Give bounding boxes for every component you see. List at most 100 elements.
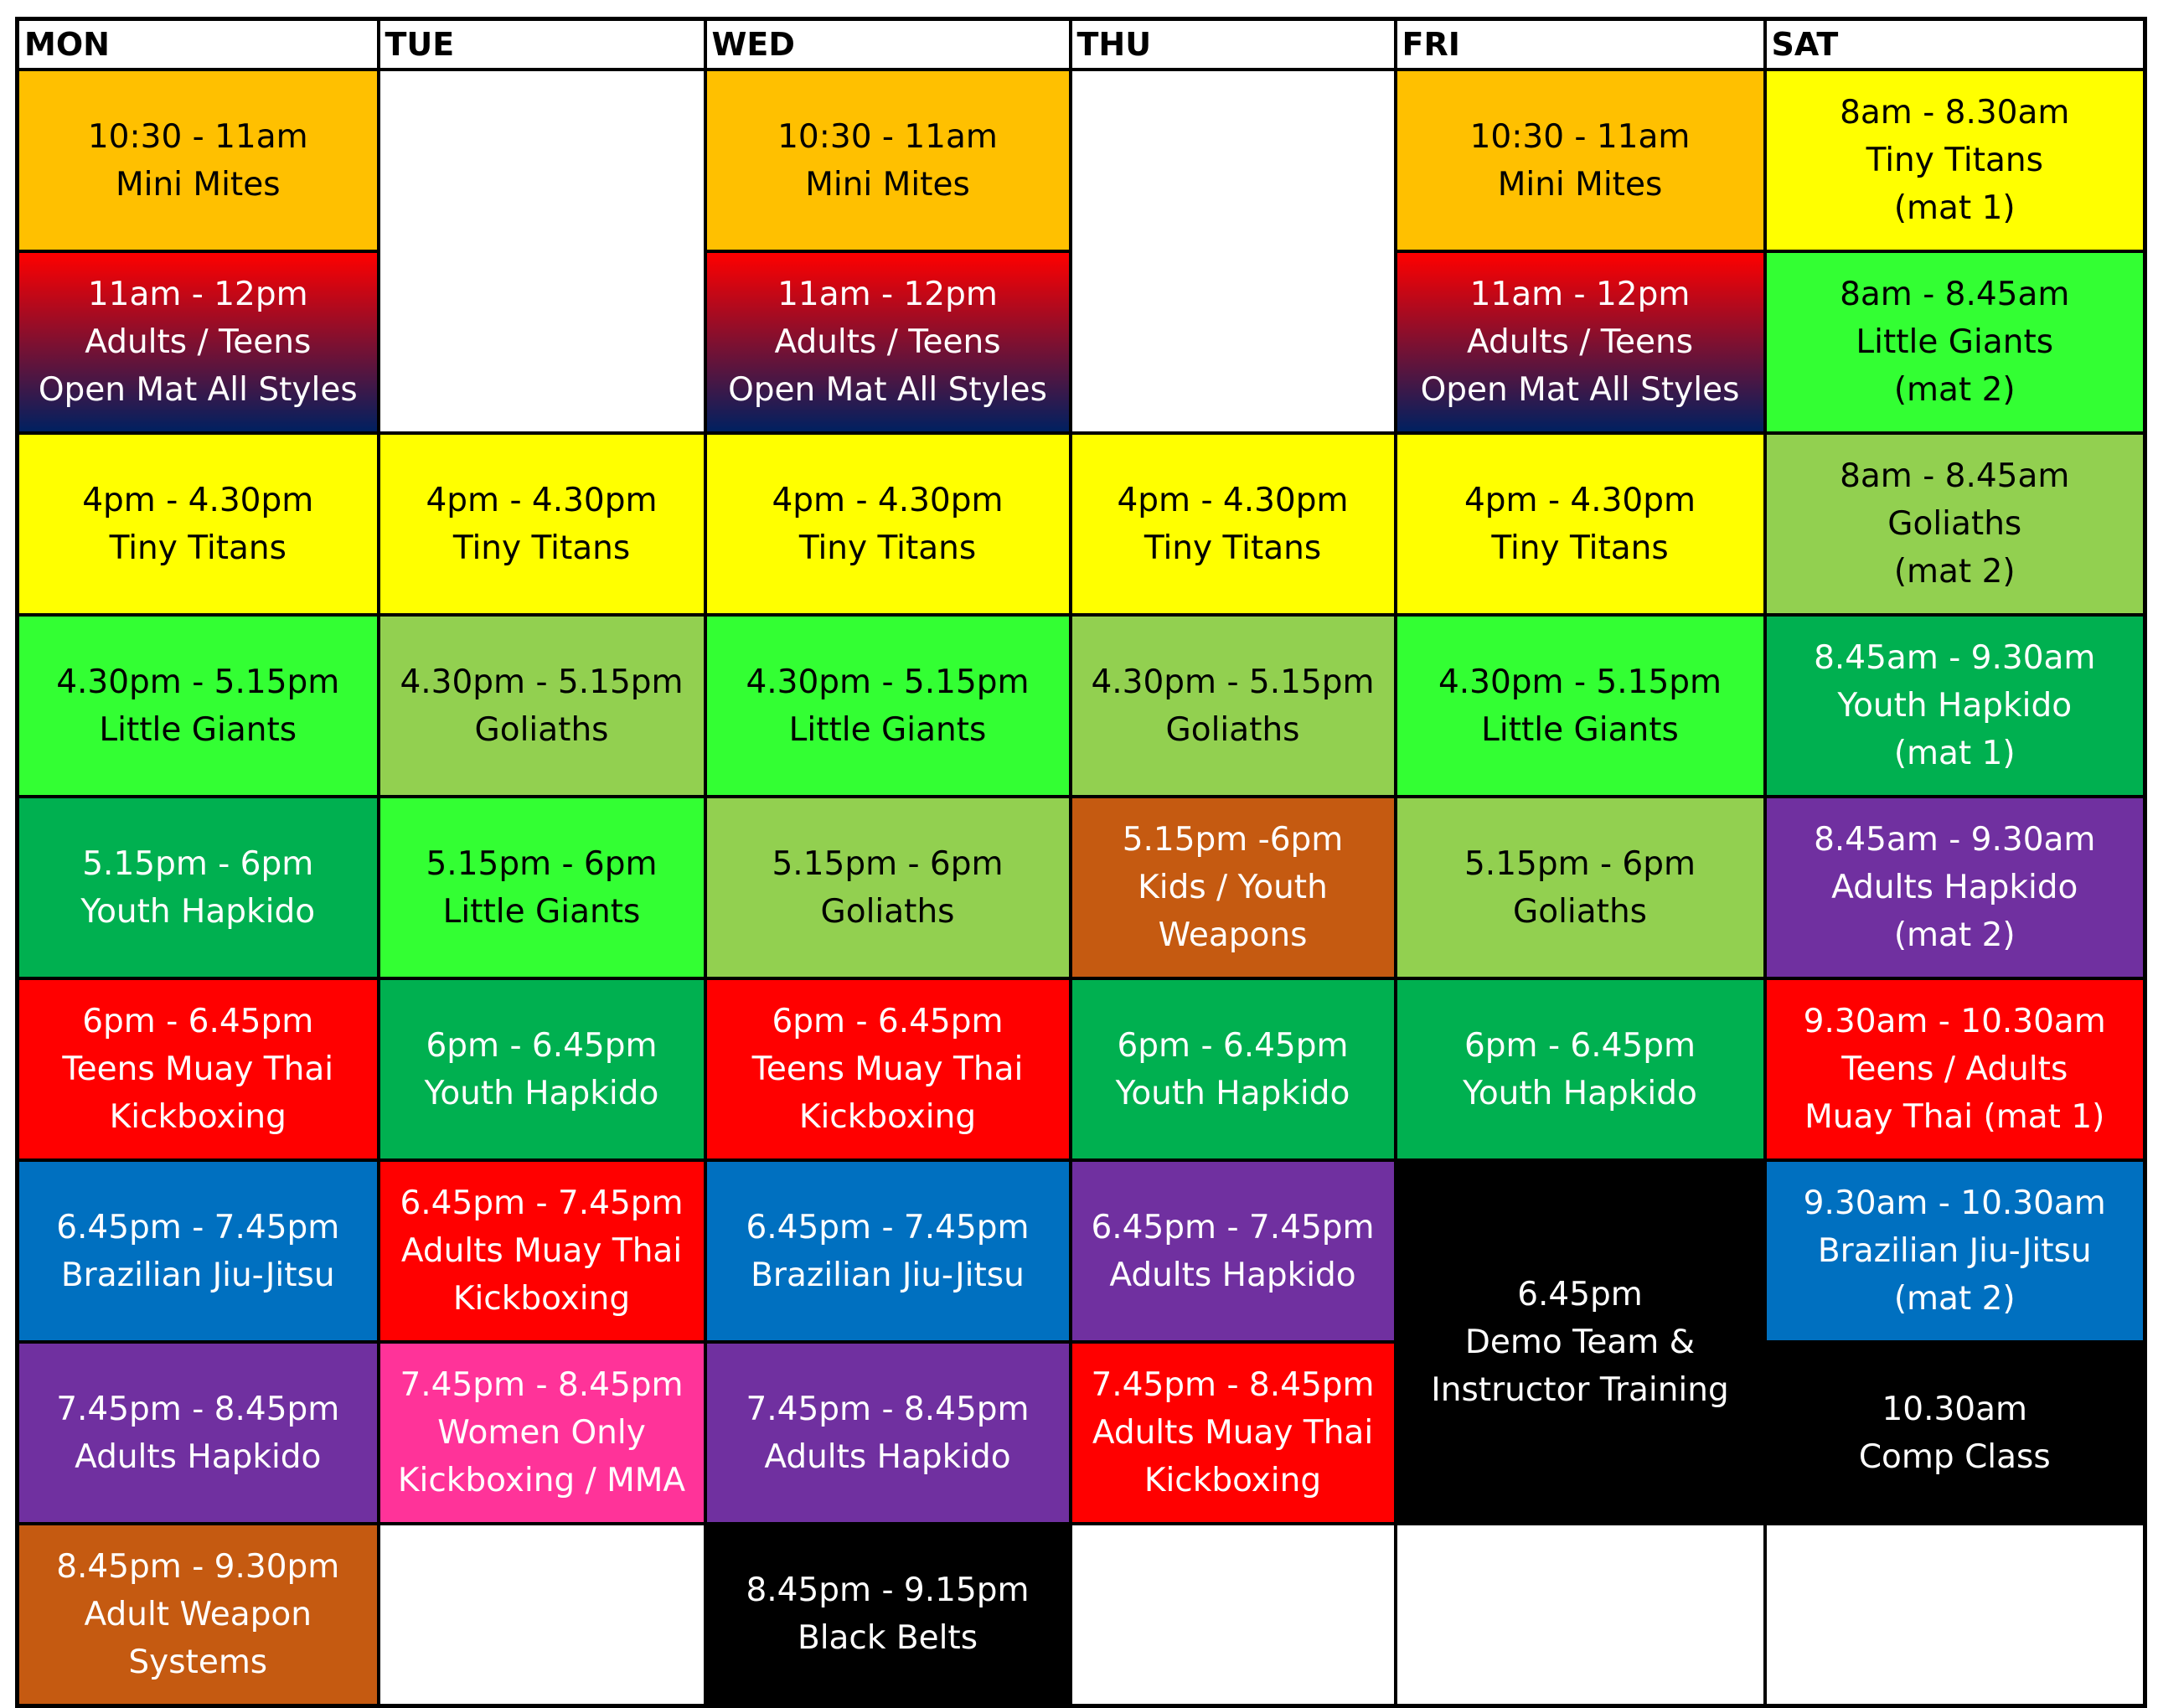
class-name: Mini Mites bbox=[115, 165, 281, 204]
class-name: Adults Hapkido bbox=[1831, 869, 2078, 906]
class-name: Brazilian Jiu-Jitsu bbox=[60, 1256, 335, 1294]
class-name: Systems bbox=[128, 1643, 268, 1681]
class-time: 7.45pm - 8.45pm bbox=[56, 1390, 340, 1428]
class-name: Teens Muay Thai bbox=[751, 1050, 1024, 1088]
class-time: 5.15pm - 6pm bbox=[1464, 844, 1696, 883]
timetable-row: 10:30 - 11am Mini Mites 10:30 - 11am Mini M… bbox=[15, 68, 2147, 435]
class-slot-thu: 4.30pm - 5.15pm Goliaths bbox=[1068, 613, 1397, 798]
class-timetable: MON TUE WED THU FRI SAT 10:30 - 11am Mini… bbox=[15, 17, 2147, 1708]
class-name: Youth Hapkido bbox=[1463, 1074, 1697, 1112]
class-name: Goliaths bbox=[474, 710, 609, 749]
class-slot-tue: 6pm - 6.45pm Youth Hapkido bbox=[376, 977, 707, 1162]
class-slot-sat: 8.45am - 9.30am Adults Hapkido (mat 2) bbox=[1763, 795, 2147, 980]
class-name: Tiny Titans bbox=[1144, 529, 1322, 567]
class-slot-sat: 9.30am - 10.30am Brazilian Jiu-Jitsu (mat … bbox=[1763, 1158, 2147, 1344]
class-name: Mini Mites bbox=[1497, 165, 1663, 204]
class-slot-wed: 7.45pm - 8.45pm Adults Hapkido bbox=[703, 1340, 1072, 1525]
class-name: (mat 2) bbox=[1893, 553, 2016, 591]
class-time: 8.45am - 9.30am bbox=[1814, 821, 2096, 859]
class-name: Kickboxing bbox=[109, 1098, 287, 1136]
class-name: Open Mat All Styles bbox=[38, 371, 358, 409]
class-time: 7.45pm - 8.45pm bbox=[746, 1390, 1030, 1428]
class-name: Adults Muay Thai bbox=[400, 1232, 683, 1270]
class-slot-sat: 10.30am Comp Class bbox=[1763, 1340, 2147, 1525]
day-header-wed: WED bbox=[703, 17, 1072, 71]
class-time: 8.45pm - 9.15pm bbox=[746, 1571, 1030, 1610]
class-name: Goliaths bbox=[1887, 505, 2022, 543]
class-name: Little Giants bbox=[1481, 710, 1679, 749]
class-name: Youth Hapkido bbox=[424, 1074, 659, 1112]
class-time: 10:30 - 11am bbox=[1469, 117, 1691, 156]
class-slot-fri: 6.45pm Demo Team & Instructor Training bbox=[1393, 1158, 1767, 1525]
class-slot-mon: 11am - 12pm Adults / Teens Open Mat All St… bbox=[15, 250, 380, 435]
class-name: Adults / Teens bbox=[774, 323, 1001, 361]
class-slot-fri: 6pm - 6.45pm Youth Hapkido bbox=[1393, 977, 1767, 1162]
class-name: Comp Class bbox=[1858, 1437, 2051, 1476]
class-time: 6.45pm - 7.45pm bbox=[56, 1208, 340, 1246]
class-slot-mon: 7.45pm - 8.45pm Adults Hapkido bbox=[15, 1340, 380, 1525]
class-time: 5.15pm - 6pm bbox=[772, 844, 1004, 883]
class-slot-wed: 6.45pm - 7.45pm Brazilian Jiu-Jitsu bbox=[703, 1158, 1072, 1344]
class-slot-wed: 10:30 - 11am Mini Mites bbox=[703, 68, 1072, 253]
class-slot-tue: 6.45pm - 7.45pm Adults Muay Thai Kickboxin… bbox=[376, 1158, 707, 1344]
timetable-row: 6.45pm - 7.45pm Brazilian Jiu-Jitsu 6.45pm… bbox=[15, 1158, 2147, 1525]
timetable-row: 11am - 12pm Adults / Teens Open Mat All St… bbox=[15, 250, 2147, 435]
class-slot-wed: 4pm - 4.30pm Tiny Titans bbox=[703, 431, 1072, 617]
class-name: (mat 1) bbox=[1893, 735, 2016, 772]
class-name: (mat 2) bbox=[1893, 1280, 2016, 1318]
class-name: Teens / Adults bbox=[1841, 1050, 2068, 1088]
class-slot-wed: 11am - 12pm Adults / Teens Open Mat All St… bbox=[703, 250, 1072, 435]
class-time: 10.30am bbox=[1882, 1390, 2028, 1428]
class-time: 4pm - 4.30pm bbox=[426, 481, 658, 519]
class-name: Adults Hapkido bbox=[1109, 1256, 1356, 1294]
class-slot-mon: 10:30 - 11am Mini Mites bbox=[15, 68, 380, 253]
timetable-row: 6pm - 6.45pm Teens Muay Thai Kickboxing 6pm… bbox=[15, 977, 2147, 1162]
timetable-row: 7.45pm - 8.45pm Adults Hapkido 7.45pm - 8.… bbox=[15, 1340, 2147, 1525]
empty-slot-tue bbox=[376, 1522, 707, 1707]
class-time: 11am - 12pm bbox=[777, 276, 998, 313]
class-name: Brazilian Jiu-Jitsu bbox=[1817, 1232, 2092, 1270]
class-slot-fri: 10:30 - 11am Mini Mites bbox=[1393, 68, 1767, 253]
class-slot-thu: 7.45pm - 8.45pm Adults Muay Thai Kickboxin… bbox=[1068, 1340, 1397, 1525]
class-name: Kickboxing bbox=[1144, 1462, 1322, 1499]
class-name: Instructor Training bbox=[1431, 1370, 1729, 1409]
class-slot-wed: 6pm - 6.45pm Teens Muay Thai Kickboxing bbox=[703, 977, 1072, 1162]
class-name: Tiny Titans bbox=[1491, 529, 1669, 567]
class-name: Youth Hapkido bbox=[80, 892, 316, 931]
class-name: Weapons bbox=[1158, 916, 1308, 954]
class-slot-mon: 6.45pm - 7.45pm Brazilian Jiu-Jitsu bbox=[15, 1158, 380, 1344]
class-time: 6.45pm - 7.45pm bbox=[400, 1184, 684, 1222]
class-time: 6pm - 6.45pm bbox=[426, 1026, 658, 1065]
class-slot-wed: 4.30pm - 5.15pm Little Giants bbox=[703, 613, 1072, 798]
class-name: Women Only bbox=[437, 1414, 646, 1452]
class-slot-wed: 5.15pm - 6pm Goliaths bbox=[703, 795, 1072, 980]
class-name: (mat 1) bbox=[1893, 189, 2016, 227]
class-slot-mon: 4.30pm - 5.15pm Little Giants bbox=[15, 613, 380, 798]
day-header-tue: TUE bbox=[376, 17, 707, 71]
empty-slot-tue bbox=[376, 68, 707, 435]
class-slot-sat: 8.45am - 9.30am Youth Hapkido (mat 1) bbox=[1763, 613, 2147, 798]
day-header-fri: FRI bbox=[1393, 17, 1767, 71]
class-slot-mon: 4pm - 4.30pm Tiny Titans bbox=[15, 431, 380, 617]
class-name: Little Giants bbox=[442, 892, 641, 931]
class-name: Tiny Titans bbox=[1866, 142, 2043, 179]
class-time: 4.30pm - 5.15pm bbox=[400, 663, 684, 701]
class-name: Tiny Titans bbox=[452, 529, 631, 567]
class-name: Adult Weapon bbox=[84, 1595, 312, 1633]
class-name: Mini Mites bbox=[805, 165, 970, 204]
class-name: Tiny Titans bbox=[109, 529, 287, 567]
class-name: Teens Muay Thai bbox=[62, 1050, 334, 1088]
class-time: 4.30pm - 5.15pm bbox=[1438, 663, 1722, 701]
class-time: 4.30pm - 5.15pm bbox=[1091, 663, 1375, 701]
timetable-body: 10:30 - 11am Mini Mites 10:30 - 11am Mini M… bbox=[15, 68, 2147, 1707]
class-name: Adults Muay Thai bbox=[1092, 1414, 1374, 1452]
class-slot-fri: 11am - 12pm Adults / Teens Open Mat All St… bbox=[1393, 250, 1767, 435]
class-slot-tue: 7.45pm - 8.45pm Women Only Kickboxing / MM… bbox=[376, 1340, 707, 1525]
class-time: 8.45pm - 9.30pm bbox=[56, 1547, 340, 1586]
class-name: Adults Hapkido bbox=[75, 1437, 322, 1476]
class-time: 6.45pm bbox=[1517, 1275, 1643, 1313]
class-name: Adults Hapkido bbox=[764, 1437, 1011, 1476]
class-time: 4.30pm - 5.15pm bbox=[56, 663, 340, 701]
class-name: Little Giants bbox=[1856, 323, 2054, 361]
timetable-row: 4.30pm - 5.15pm Little Giants 4.30pm - 5.1… bbox=[15, 613, 2147, 798]
